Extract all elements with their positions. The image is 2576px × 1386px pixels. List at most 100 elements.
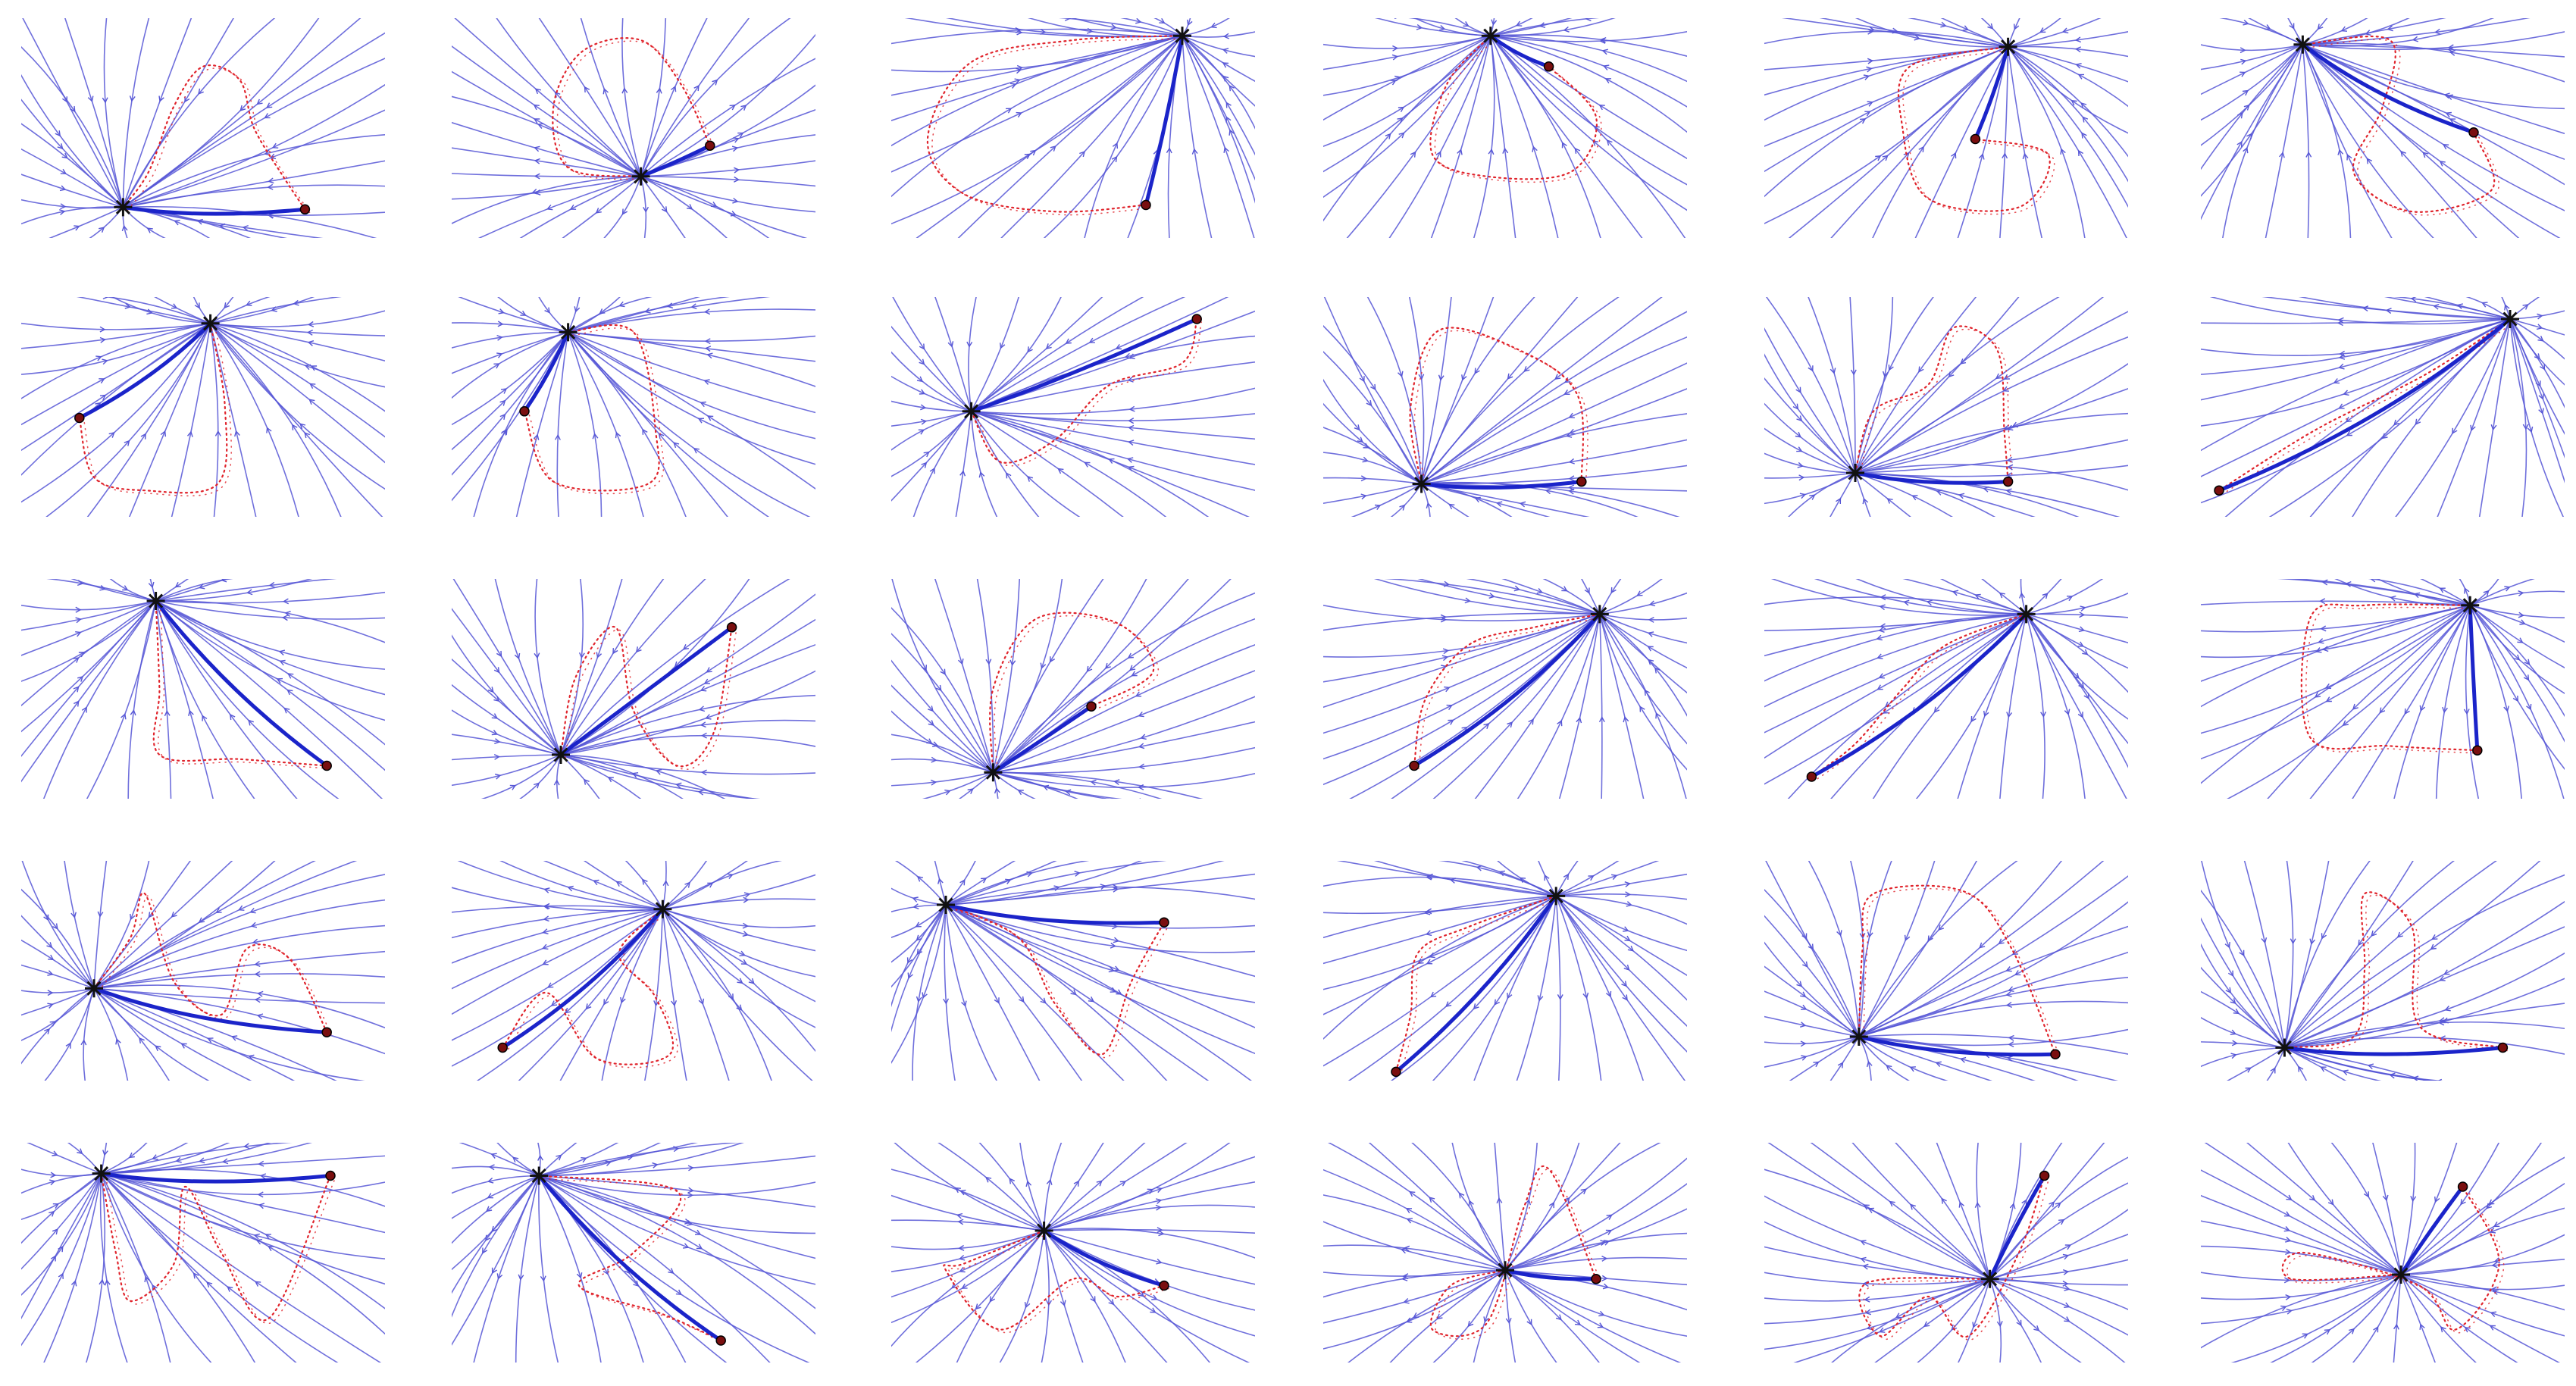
streamline (993, 771, 1078, 799)
streamline (2209, 297, 2511, 325)
streamline-arrow-icon (267, 212, 274, 219)
streamline-arrow-icon (254, 996, 261, 1003)
streamline-panel-r2c3 (891, 297, 1255, 517)
streamline (891, 325, 972, 412)
streamline-arrow-icon (584, 778, 590, 785)
streamline-panel-r4c6 (2201, 861, 2565, 1081)
streamline (2007, 46, 2043, 238)
streamline (2265, 44, 2304, 238)
streamline (916, 35, 1183, 238)
streamline-arrow-icon (271, 142, 279, 149)
streamline (1858, 925, 2128, 1037)
streamline-arrow-icon (1910, 1203, 1917, 1210)
streamline-arrow-icon (491, 1267, 497, 1275)
streamline-arrow-icon (1850, 369, 1857, 376)
streamline-arrow-icon (221, 1158, 229, 1165)
streamline-arrow-icon (491, 1225, 498, 1232)
streamline-arrow-icon (1400, 1247, 1407, 1254)
streamline (2509, 318, 2565, 386)
streamline (1421, 483, 1551, 517)
streamline-arrow-icon (77, 675, 84, 682)
streamline (1420, 297, 1620, 484)
streamline (2201, 1041, 2285, 1049)
streamline-arrow-icon (907, 972, 913, 979)
streamline-plot-r4c4 (1323, 861, 1687, 1081)
streamline-arrow-icon (1019, 996, 1025, 1003)
streamline-arrow-icon (2437, 1078, 2443, 1081)
streamline-arrow-icon (2358, 939, 2364, 946)
trajectory-dotted-path-offset (1859, 328, 2014, 486)
streamline-arrow-icon (1801, 1055, 1808, 1061)
streamline (891, 579, 994, 773)
streamline-arrow-icon (279, 659, 286, 666)
streamline (2283, 861, 2294, 1048)
streamline (945, 904, 1168, 1081)
streamline-arrow-icon (2286, 1308, 2293, 1315)
circle-dot-icon (715, 1335, 726, 1346)
streamline (1556, 895, 1687, 925)
streamline-arrow-icon (2415, 418, 2421, 425)
streamline (1789, 1036, 1860, 1081)
streamline (2400, 1182, 2565, 1275)
streamline (891, 904, 947, 988)
streamline-arrow-icon (2490, 424, 2497, 431)
streamline-arrow-icon (1563, 390, 1570, 395)
streamline-arrow-icon (1563, 26, 1570, 33)
streamline-arrow-icon (49, 1021, 56, 1027)
streamline (2227, 605, 2471, 799)
streamline (904, 18, 1183, 38)
streamline-arrow-icon (1588, 875, 1595, 881)
streamline (2393, 605, 2471, 799)
streamline-arrow-icon (2320, 1066, 2327, 1072)
streamline (1764, 327, 1856, 474)
streamline-arrow-icon (615, 881, 622, 887)
streamline-arrow-icon (164, 710, 171, 717)
streamline-arrow-icon (1438, 24, 1446, 31)
streamline (1989, 1278, 2128, 1310)
streamline (93, 899, 385, 989)
streamline (1120, 18, 1183, 36)
streamline (1420, 297, 1495, 484)
streamline-arrow-icon (502, 429, 508, 436)
streamline-arrow-icon (2527, 426, 2534, 433)
streamline (1043, 1230, 1126, 1363)
streamline (1599, 579, 1622, 615)
streamline-arrow-icon (2387, 25, 2393, 32)
streamline (1368, 1143, 1506, 1271)
streamline (894, 1143, 1044, 1231)
streamline (1858, 1034, 2128, 1055)
trajectory-dotted-path-offset (2306, 39, 2499, 216)
streamline-arrow-icon (656, 87, 662, 94)
streamline (1043, 35, 1183, 238)
streamline-arrow-icon (1187, 19, 1193, 27)
streamline (2469, 605, 2522, 799)
star-icon (530, 1166, 549, 1185)
streamline-arrow-icon (1108, 1299, 1115, 1306)
streamline (21, 323, 211, 503)
streamline-arrow-icon (2246, 133, 2252, 139)
streamline-arrow-icon (1995, 373, 2002, 380)
streamline-arrow-icon (99, 585, 106, 591)
streamline-arrow-icon (576, 1272, 583, 1279)
streamline-arrow-icon (488, 1164, 495, 1171)
streamline (640, 58, 815, 177)
streamline (568, 331, 815, 465)
streamline-arrow-icon (2242, 89, 2249, 96)
streamline (21, 323, 211, 452)
streamline-arrow-icon (1111, 155, 1118, 163)
streamline (452, 147, 641, 177)
streamline (1764, 45, 2008, 147)
streamline-arrow-icon (666, 302, 674, 309)
streamline-arrow-icon (957, 1219, 964, 1225)
streamline-arrow-icon (148, 912, 155, 918)
streamline-arrow-icon (2504, 304, 2510, 311)
streamline-field (21, 297, 385, 517)
streamline (2302, 44, 2565, 58)
streamline-field (1764, 1143, 2128, 1363)
streamline-panel-r5c3 (891, 1143, 1255, 1363)
main-trajectory-path (639, 143, 712, 179)
streamline-arrow-icon (1797, 461, 1804, 468)
streamline-arrow-icon (621, 87, 628, 94)
streamline-arrow-icon (655, 768, 662, 775)
streamline (1855, 464, 2128, 491)
